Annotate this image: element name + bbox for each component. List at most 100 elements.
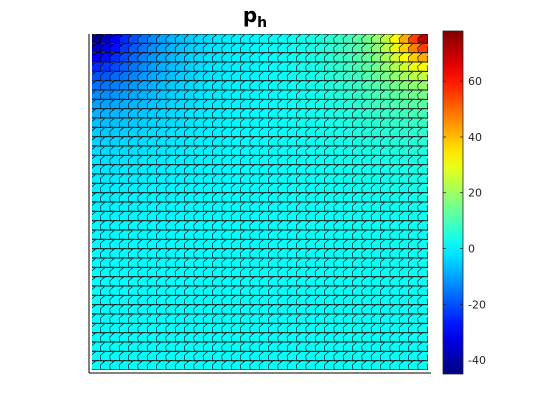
mesh-cell bbox=[426, 251, 428, 258]
mesh-cell bbox=[263, 369, 270, 370]
mesh-cell bbox=[426, 363, 428, 370]
mesh-cell bbox=[198, 369, 204, 370]
mesh-cell bbox=[426, 111, 428, 118]
mesh-cell bbox=[426, 130, 428, 137]
mesh-cell bbox=[160, 369, 167, 370]
mesh-cell bbox=[421, 34, 428, 35]
plot-background bbox=[92, 34, 428, 370]
mesh-cell bbox=[426, 186, 428, 193]
mesh-cells bbox=[82, 25, 440, 379]
mesh-cell bbox=[426, 335, 428, 342]
mesh-cell bbox=[426, 139, 428, 146]
mesh-cell bbox=[426, 83, 428, 90]
mesh-cell bbox=[272, 34, 279, 35]
mesh-cell bbox=[426, 345, 428, 352]
mesh-cell bbox=[282, 369, 288, 370]
mesh-cell bbox=[402, 34, 410, 35]
mesh-cell bbox=[384, 34, 391, 35]
mesh-cell bbox=[417, 360, 428, 370]
mesh-cell bbox=[309, 34, 316, 35]
mesh-cell bbox=[216, 369, 223, 370]
mesh-cell bbox=[426, 149, 428, 156]
mesh-cell bbox=[244, 369, 251, 370]
mesh-cell bbox=[427, 25, 440, 34]
mesh-cell bbox=[337, 34, 344, 35]
mesh-cell bbox=[113, 34, 120, 35]
mesh-cell bbox=[141, 34, 148, 35]
mesh-cell bbox=[426, 37, 428, 44]
mesh-cell bbox=[122, 34, 130, 35]
mesh-cell bbox=[426, 307, 428, 314]
mesh-cell bbox=[300, 369, 307, 370]
mesh-cell bbox=[426, 65, 428, 72]
mesh-cell bbox=[281, 34, 288, 35]
mesh-cell bbox=[160, 34, 167, 35]
colorbar-tick-label: -20 bbox=[468, 298, 486, 311]
mesh-cell bbox=[426, 298, 428, 305]
mesh-cell bbox=[216, 34, 223, 35]
mesh-cell bbox=[82, 25, 95, 34]
mesh-cell bbox=[427, 370, 440, 379]
mesh-cell bbox=[426, 121, 428, 128]
mesh-cell bbox=[426, 233, 428, 240]
mesh-cell bbox=[123, 369, 130, 370]
mesh-cell bbox=[365, 34, 372, 35]
mesh-cell bbox=[206, 34, 214, 35]
mesh-cell bbox=[426, 223, 428, 230]
mesh-cell bbox=[356, 369, 363, 370]
mesh-cell bbox=[426, 214, 428, 221]
mesh-cell bbox=[426, 102, 428, 109]
mesh-cell bbox=[426, 317, 428, 324]
colorbar-tick-label: -40 bbox=[468, 354, 486, 367]
mesh-cell bbox=[188, 34, 195, 35]
mesh-cell bbox=[426, 167, 428, 174]
mesh-cell bbox=[422, 369, 428, 370]
mesh-cell bbox=[291, 369, 298, 370]
mesh-cell bbox=[169, 34, 176, 35]
mesh-cell bbox=[346, 34, 354, 35]
colorbar-tick-label: 40 bbox=[468, 131, 482, 144]
mesh-cell bbox=[151, 369, 158, 370]
plot-title: ph bbox=[243, 3, 267, 31]
mesh-cell bbox=[426, 55, 428, 62]
mesh-cell bbox=[426, 289, 428, 296]
mesh-cell bbox=[235, 369, 242, 370]
mesh-cell bbox=[426, 158, 428, 165]
mesh-cell bbox=[426, 74, 428, 81]
mesh-cell bbox=[426, 279, 428, 286]
plot-area bbox=[82, 25, 440, 379]
mesh-cell bbox=[403, 369, 410, 370]
colorbar-tick-label: 20 bbox=[468, 187, 482, 200]
mesh-cell bbox=[394, 369, 400, 370]
colorbar-gradient bbox=[442, 30, 464, 375]
mesh-cell bbox=[188, 369, 195, 370]
colorbar-ticks: -40 -20 0 20 40 60 bbox=[443, 75, 486, 367]
mesh-cell bbox=[328, 34, 335, 35]
mesh-cell bbox=[104, 369, 111, 370]
mesh-cell bbox=[132, 34, 139, 35]
mesh-cell bbox=[393, 34, 400, 35]
mesh-cell bbox=[426, 354, 428, 361]
mesh-cell bbox=[426, 326, 428, 333]
mesh-cell bbox=[104, 34, 111, 35]
mesh-cell bbox=[142, 369, 148, 370]
mesh-cell bbox=[426, 261, 428, 268]
mesh-cell bbox=[95, 369, 102, 370]
mesh-cell bbox=[412, 34, 419, 35]
mesh-cell bbox=[225, 34, 232, 35]
mesh-cell bbox=[226, 369, 232, 370]
mesh-cell bbox=[412, 369, 419, 370]
mesh-cell bbox=[384, 369, 391, 370]
mesh-cell bbox=[356, 34, 363, 35]
mesh-cell bbox=[366, 369, 372, 370]
mesh-cell bbox=[272, 369, 279, 370]
mesh-cell bbox=[319, 369, 326, 370]
mesh-cell bbox=[426, 205, 428, 212]
title-main-text: p bbox=[243, 3, 257, 27]
mesh-cell bbox=[338, 369, 344, 370]
mesh-cell bbox=[179, 369, 186, 370]
mesh-cell bbox=[94, 34, 102, 35]
mesh-cell bbox=[318, 34, 326, 35]
mesh-cell bbox=[426, 270, 428, 277]
